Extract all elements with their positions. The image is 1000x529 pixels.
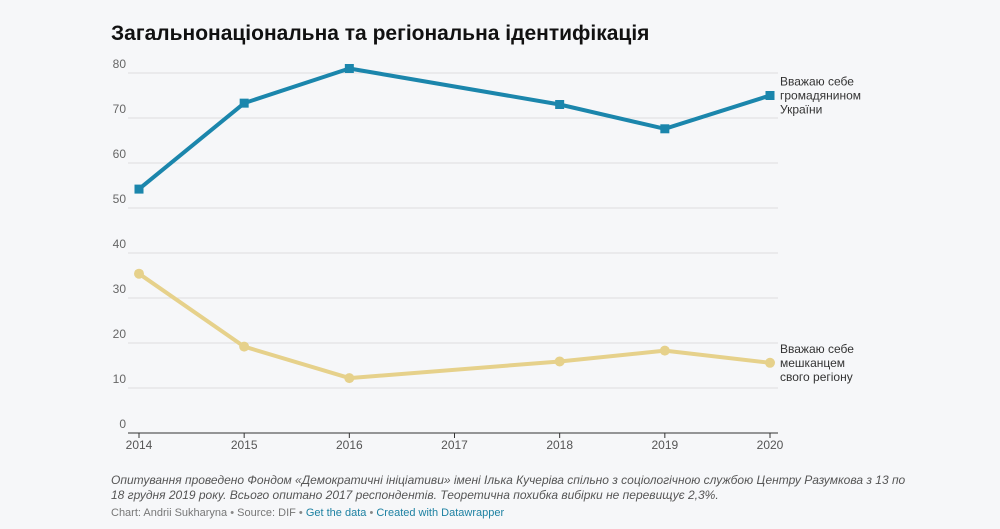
series-line bbox=[137, 66, 772, 192]
chart-notes: Опитування проведено Фондом «Демократичн… bbox=[111, 473, 906, 502]
y-tick-label: 70 bbox=[113, 102, 127, 116]
x-tick-label: 2015 bbox=[231, 438, 258, 452]
y-tick-label: 10 bbox=[113, 372, 127, 386]
y-tick-label: 80 bbox=[113, 57, 127, 71]
y-tick-label: 60 bbox=[113, 147, 127, 161]
data-point-marker bbox=[555, 100, 565, 109]
footer-separator: • bbox=[298, 507, 303, 519]
x-tick-label: 2016 bbox=[336, 438, 363, 452]
series-label: мешканцем bbox=[780, 356, 845, 370]
get-data-link[interactable]: Get the data bbox=[305, 507, 367, 519]
data-point-marker bbox=[134, 184, 144, 194]
data-point-marker bbox=[344, 64, 354, 73]
line-chart: 0 10 20 30 40 50 60 70 80 2014 2015 2016 2017 2018 201… bbox=[113, 57, 861, 452]
datawrapper-link[interactable]: Created with Datawrapper bbox=[376, 507, 505, 519]
x-tick-label: 2019 bbox=[651, 438, 678, 452]
chart-footer: Chart: Andrii Sukharyna • Source: DIF • … bbox=[111, 507, 504, 519]
series-label: свого регіону bbox=[780, 370, 853, 384]
y-tick-label: 30 bbox=[113, 282, 127, 296]
series-label: Вважаю себе bbox=[780, 75, 854, 89]
chart-title: Загальнонаціональна та регіональна ідент… bbox=[111, 22, 650, 45]
data-point-marker bbox=[765, 91, 775, 100]
data-point-marker bbox=[239, 98, 249, 108]
data-point-marker bbox=[344, 373, 355, 384]
source-text: Source: DIF bbox=[237, 507, 296, 519]
x-tick-label: 2018 bbox=[546, 438, 573, 452]
y-tick-label: 50 bbox=[113, 192, 127, 206]
y-tick-label: 40 bbox=[113, 237, 127, 251]
data-point-marker bbox=[134, 268, 144, 279]
series-label: Вважаю себе bbox=[780, 342, 854, 356]
data-point-marker bbox=[660, 124, 670, 134]
x-tick-label: 2020 bbox=[757, 438, 784, 452]
data-point-marker bbox=[554, 356, 565, 367]
data-point-marker bbox=[765, 357, 775, 368]
x-tick-label: 2014 bbox=[126, 438, 153, 452]
x-tick-label: 2017 bbox=[441, 438, 468, 452]
footer-separator: • bbox=[230, 507, 235, 519]
y-tick-label: 0 bbox=[119, 417, 126, 431]
credit-text: Chart: Andrii Sukharyna bbox=[111, 507, 228, 519]
footer-separator: • bbox=[369, 507, 374, 519]
data-point-marker bbox=[659, 345, 670, 356]
series-label: громадянином bbox=[780, 89, 861, 103]
series-line bbox=[137, 271, 772, 381]
data-point-marker bbox=[239, 341, 250, 352]
y-tick-label: 20 bbox=[113, 327, 127, 341]
series-label: України bbox=[780, 103, 822, 117]
